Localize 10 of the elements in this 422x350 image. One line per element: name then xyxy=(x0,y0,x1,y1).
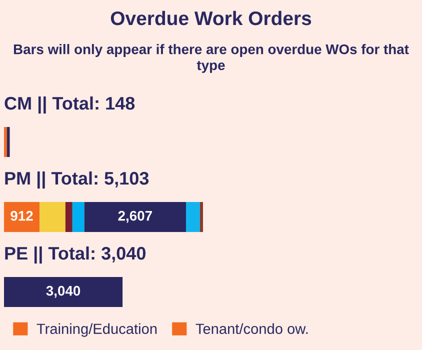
y-tick-label: CM || Total: 148 xyxy=(4,96,135,114)
chart-subtitle: Bars will only appear if there are open overdue WOs for that type xyxy=(14,44,409,73)
data-label: 912 xyxy=(10,210,33,221)
y-tick-label: PM || Total: 5,103 xyxy=(5,171,149,189)
legend-label: Training/Education xyxy=(36,323,157,337)
data-label: 2,607 xyxy=(118,210,152,223)
legend-label: Tenant/condo ow. xyxy=(196,323,308,334)
data-label: 3,040 xyxy=(46,286,80,298)
y-tick-label: PE || Total: 3,040 xyxy=(5,246,146,264)
chart-title: Overdue Work Orders xyxy=(110,10,312,26)
